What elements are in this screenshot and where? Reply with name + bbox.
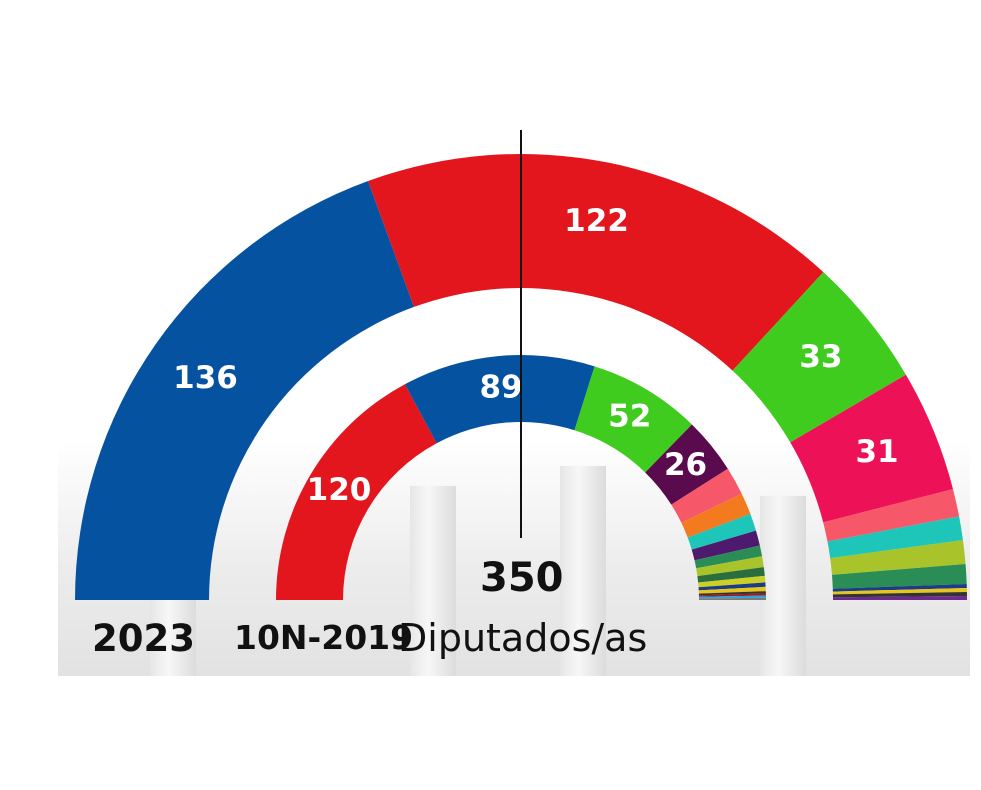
seat-labels: 136 122 33 31 120 89 52 26 (173, 203, 898, 508)
seat-segment-2023-11 (832, 595, 967, 600)
seat-segment-2023-10 (832, 591, 967, 598)
seat-segment-2023-2 (732, 272, 906, 443)
seat-segment-10N-2019-13 (698, 586, 766, 594)
background-column (760, 496, 806, 676)
seat-segment-10N-2019-6 (687, 513, 756, 550)
seat-segment-10N-2019-15 (698, 593, 766, 597)
seat-segment-10N-2019-9 (696, 556, 764, 577)
seat-segment-2023-1 (368, 153, 824, 371)
seat-segment-10N-2019-17 (698, 597, 766, 600)
seat-segment-2023-9 (832, 587, 967, 595)
inner-ring-year-label: 10N-2019 (234, 618, 414, 657)
seat-count-label: 89 (479, 369, 522, 405)
total-seats-label: 350 (480, 555, 564, 601)
seat-count-label: 122 (564, 203, 629, 239)
seat-segment-10N-2019-3 (645, 424, 728, 505)
ring-10n-2019 (276, 354, 766, 600)
seat-segment-10N-2019-0 (276, 384, 437, 600)
background-column (410, 486, 456, 676)
seat-segment-2023-8 (832, 583, 967, 592)
ring-2023 (75, 153, 967, 600)
seat-segment-10N-2019-4 (671, 468, 742, 523)
seat-segment-2023-4 (823, 489, 960, 542)
seat-segment-10N-2019-16 (698, 595, 766, 599)
seat-segment-2023-7 (831, 564, 967, 589)
seat-count-label: 136 (173, 360, 238, 396)
seat-count-label: 52 (608, 399, 651, 435)
seat-segment-10N-2019-14 (698, 591, 766, 596)
seat-segment-10N-2019-12 (698, 582, 766, 591)
seat-segment-2023-3 (790, 374, 953, 523)
seat-segment-10N-2019-7 (691, 530, 760, 561)
seat-segment-10N-2019-5 (681, 493, 751, 538)
seat-count-label: 33 (799, 339, 842, 375)
seat-segment-2023-6 (830, 540, 966, 575)
seat-segment-10N-2019-8 (694, 545, 763, 569)
seat-count-label: 120 (307, 472, 372, 508)
seat-count-label: 31 (855, 434, 898, 470)
seat-segment-2023-5 (827, 516, 963, 559)
seat-segment-10N-2019-2 (574, 366, 692, 473)
outer-ring-year-label: 2023 (92, 617, 195, 660)
seat-count-label: 26 (664, 447, 707, 483)
seat-segment-10N-2019-10 (697, 567, 765, 583)
seat-segment-10N-2019-11 (698, 575, 766, 588)
seat-segment-10N-2019-1 (404, 354, 595, 444)
unit-label: Diputados/as (398, 616, 648, 660)
seat-segment-2023-0 (75, 181, 414, 600)
background-column (560, 466, 606, 676)
